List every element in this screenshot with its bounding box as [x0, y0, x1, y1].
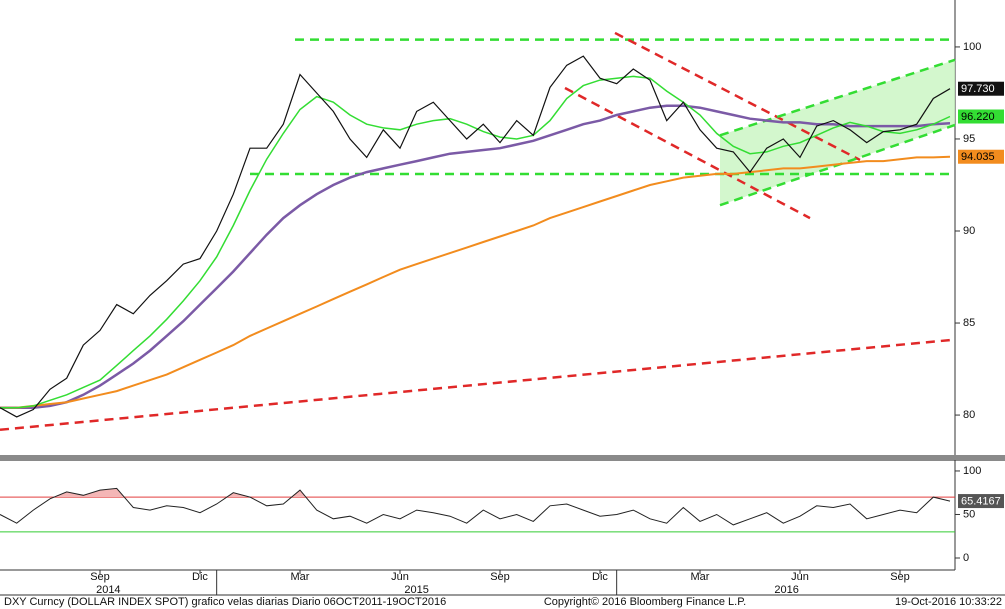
series-line — [0, 75, 951, 409]
series-line — [0, 155, 951, 409]
last-value-label: 65.4167 — [961, 495, 1001, 507]
last-value-tag — [958, 149, 1004, 164]
year-label: 2016 — [774, 584, 798, 596]
trendline — [564, 86, 811, 220]
trendline — [719, 58, 956, 137]
x-tick-label: Mar — [291, 571, 310, 583]
last-value-tag — [958, 81, 1004, 96]
x-tick-label: Sep — [490, 571, 510, 583]
year-label: 2014 — [96, 584, 120, 596]
y-tick-label: 100 — [963, 41, 981, 53]
x-tick-label: Dic — [592, 571, 608, 583]
trendline — [0, 338, 956, 432]
y-tick-label: 95 — [963, 133, 975, 145]
last-value-label: 94.035 — [961, 151, 995, 163]
footer-center: Copyright© 2016 Bloomberg Finance L.P. — [544, 596, 746, 608]
pane-separator — [0, 455, 1005, 461]
footer-right: 19-Oct-2016 10:33:22 — [895, 596, 1002, 608]
y-tick-label: 100 — [963, 465, 981, 477]
x-tick-label: Dic — [192, 571, 208, 583]
last-value-tag — [958, 494, 1004, 509]
x-tick-label: Jun — [791, 571, 809, 583]
overbought-area — [0, 488, 950, 498]
last-value-label: 97.730 — [961, 83, 995, 95]
x-tick-label: Mar — [691, 571, 710, 583]
x-tick-label: Sep — [90, 571, 110, 583]
y-tick-label: 50 — [963, 508, 975, 520]
y-tick-label: 85 — [963, 317, 975, 329]
footer-left: DXY Curncy (DOLLAR INDEX SPOT) grafico v… — [4, 596, 446, 608]
y-tick-label: 90 — [963, 225, 975, 237]
last-value-label: 96.220 — [961, 111, 995, 123]
y-tick-label: 0 — [963, 552, 969, 564]
last-value-tag — [958, 109, 1004, 124]
series-line — [0, 487, 951, 526]
x-tick-label: Jun — [391, 571, 409, 583]
series-line — [0, 55, 951, 418]
y-tick-label: 80 — [963, 409, 975, 421]
year-label: 2015 — [404, 584, 428, 596]
trendline — [614, 31, 861, 162]
series-line — [0, 104, 951, 409]
x-tick-label: Sep — [890, 571, 910, 583]
